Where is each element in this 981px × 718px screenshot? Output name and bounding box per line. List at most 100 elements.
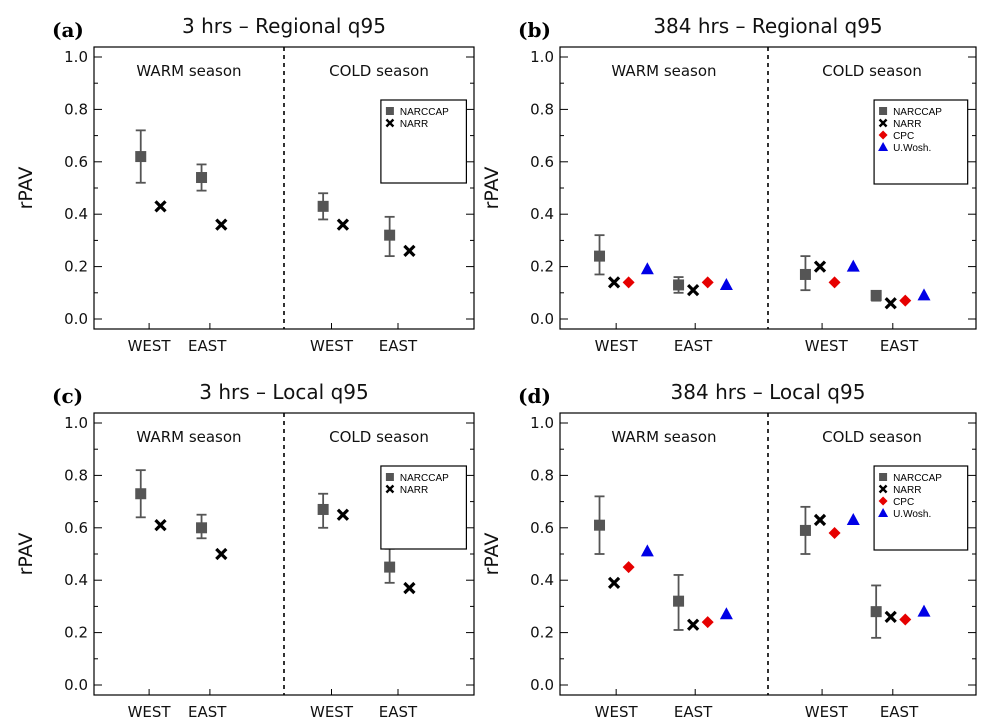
category-label-west: WEST: [310, 703, 354, 718]
point-narr: [813, 260, 827, 273]
season-label-warm: WARM season: [136, 62, 241, 80]
y-tick-label: 1.0: [530, 48, 554, 66]
y-tick-label: 0.8: [64, 466, 88, 484]
point-narr: [154, 519, 167, 532]
legend-label: NARCCAP: [400, 107, 449, 118]
point-narccap: [317, 200, 329, 212]
chart-title: 3 hrs – Local q95: [199, 380, 368, 404]
legend-label: NARR: [893, 119, 921, 130]
point-narr: [607, 576, 621, 589]
panel-label: (b): [518, 18, 551, 42]
legend-box: [380, 99, 467, 184]
legend-label: CPC: [893, 131, 914, 142]
point-narccap: [799, 268, 811, 280]
point-cpc: [701, 276, 714, 289]
legend-label: U.Wosh.: [893, 509, 931, 520]
y-tick-label: 0.0: [530, 676, 554, 694]
panel-label: (a): [52, 18, 84, 42]
legend-marker-narr: [385, 118, 395, 128]
legend-label: U.Wosh.: [893, 143, 931, 154]
category-label-west: WEST: [128, 337, 172, 355]
y-tick-label: 0.2: [64, 624, 88, 642]
y-tick-label: 0.8: [64, 100, 88, 118]
legend-marker-cpc: [878, 130, 888, 140]
y-axis-label: rPAV: [481, 533, 503, 576]
point-narr: [336, 508, 350, 521]
y-tick-label: 0.4: [530, 571, 554, 589]
point-narccap: [870, 606, 882, 618]
legend-marker-uwosh: [878, 142, 889, 151]
y-axis-label: rPAV: [15, 533, 37, 576]
season-label-cold: COLD season: [329, 428, 429, 446]
y-tick-label: 0.2: [64, 258, 88, 276]
point-narr: [884, 297, 897, 310]
point-narccap: [317, 503, 329, 515]
category-label-east: EAST: [188, 703, 227, 718]
y-tick-label: 0.6: [64, 519, 88, 537]
legend-label: NARR: [400, 485, 428, 496]
y-tick-label: 1.0: [64, 48, 88, 66]
category-label-west: WEST: [805, 337, 849, 355]
point-narr: [403, 581, 416, 595]
point-uwosh: [846, 512, 860, 525]
point-uwosh: [917, 288, 931, 301]
point-narr: [686, 284, 700, 297]
point-narccap: [196, 172, 208, 184]
point-narccap: [673, 279, 685, 291]
point-cpc: [828, 527, 841, 540]
y-tick-label: 0.4: [64, 205, 88, 223]
season-label-warm: WARM season: [136, 428, 241, 446]
point-narccap: [870, 289, 882, 301]
point-narr: [403, 244, 416, 258]
category-label-east: EAST: [674, 703, 713, 718]
legend-marker-narr: [878, 484, 888, 494]
category-label-east: EAST: [880, 337, 919, 355]
point-uwosh: [719, 277, 733, 290]
category-label-east: EAST: [379, 703, 418, 718]
point-uwosh: [640, 262, 654, 275]
point-narccap: [135, 151, 147, 163]
point-narccap: [384, 229, 396, 241]
y-tick-label: 0.8: [530, 100, 554, 118]
panel-label: (c): [52, 384, 83, 408]
y-tick-label: 0.4: [64, 571, 88, 589]
point-narr: [336, 218, 350, 231]
legend-label: NARR: [400, 119, 428, 130]
y-tick-label: 0.0: [64, 310, 88, 328]
season-label-cold: COLD season: [822, 62, 922, 80]
category-label-east: EAST: [880, 703, 919, 718]
category-label-west: WEST: [595, 703, 639, 718]
point-uwosh: [719, 607, 733, 620]
season-label-warm: WARM season: [611, 428, 716, 446]
legend-box: [873, 465, 969, 551]
point-narr: [607, 276, 621, 289]
season-label-warm: WARM season: [611, 62, 716, 80]
legend-label: NARCCAP: [893, 107, 942, 118]
legend-marker-uwosh: [878, 508, 889, 517]
point-narccap: [594, 519, 606, 531]
legend-label: NARCCAP: [400, 473, 449, 484]
category-label-west: WEST: [595, 337, 639, 355]
panel-label: (d): [518, 384, 551, 408]
y-tick-label: 1.0: [530, 414, 554, 432]
point-narccap: [135, 488, 147, 500]
panel-b: 384 hrs – Regional q95 (b) rPAV 0.0 0.2 0.4 0.…: [481, 14, 977, 355]
point-narr: [884, 610, 897, 624]
legend-label: NARCCAP: [893, 473, 942, 484]
point-narccap: [799, 524, 811, 536]
point-narccap: [673, 595, 685, 607]
legend-marker-narr: [878, 118, 888, 128]
point-cpc: [622, 276, 635, 289]
point-cpc: [899, 294, 912, 307]
point-cpc: [701, 616, 714, 629]
y-tick-label: 0.0: [64, 676, 88, 694]
category-label-west: WEST: [805, 703, 849, 718]
point-narr: [686, 618, 700, 631]
panel-c: 3 hrs – Local q95 (c) rPAV 0.0 0.2 0.4 0.6 0.8 1…: [15, 380, 475, 718]
y-tick-label: 0.6: [64, 153, 88, 171]
season-label-cold: COLD season: [329, 62, 429, 80]
legend-marker-narccap: [385, 107, 394, 115]
